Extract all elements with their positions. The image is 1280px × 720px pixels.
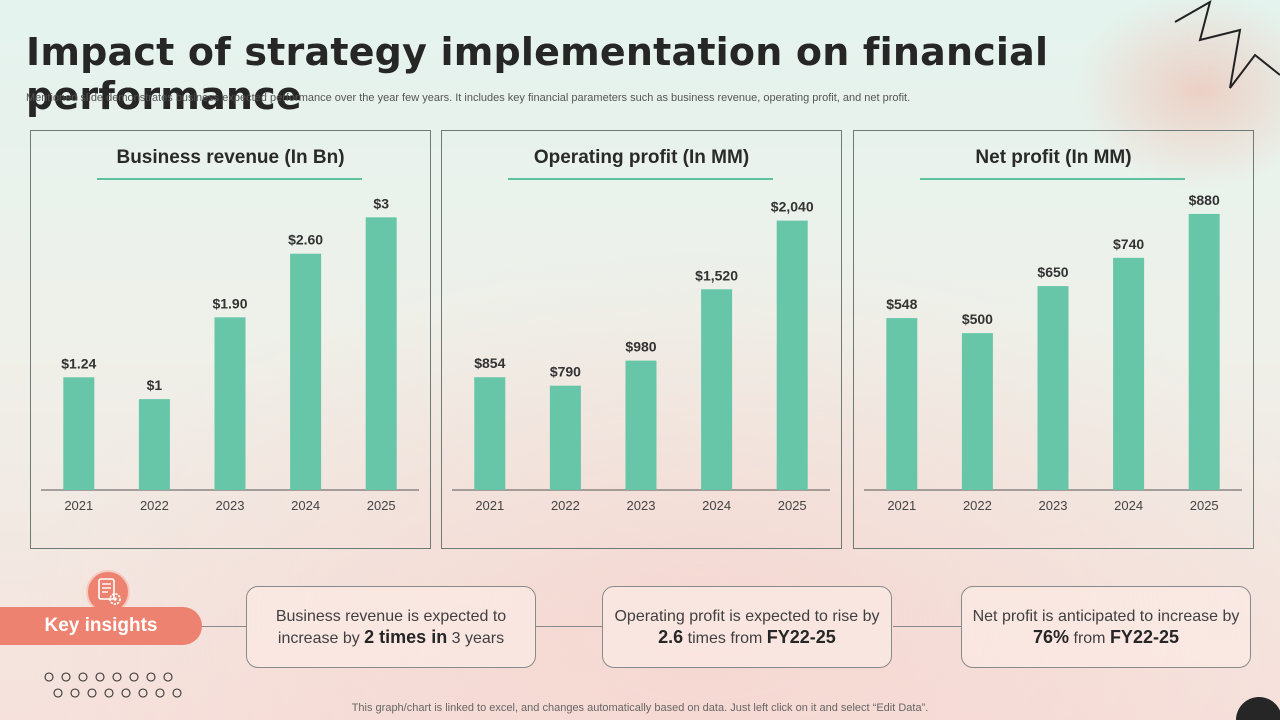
data-label: $3 <box>373 195 389 211</box>
net-profit-chart: $548 2021 $500 2022 $650 2023 $740 2024 $880 2025 <box>864 192 1242 513</box>
chart-title: Net profit (In MM) <box>975 147 1132 168</box>
bar-2023 <box>1037 286 1069 490</box>
x-tick-label: 2024 <box>291 498 320 513</box>
x-tick-label: 2022 <box>963 498 992 513</box>
x-tick-label: 2025 <box>1190 498 1219 513</box>
data-label: $740 <box>1113 236 1144 252</box>
data-label: $854 <box>474 355 505 371</box>
page-title: Impact of strategy implementation on fin… <box>26 30 1049 118</box>
connector-line <box>202 626 246 627</box>
chart-title: Business revenue (In Bn) <box>116 147 345 168</box>
x-tick-label: 2023 <box>216 498 245 513</box>
x-tick-label: 2024 <box>1114 498 1143 513</box>
title-underline <box>920 178 1185 180</box>
bar-2024 <box>290 253 322 490</box>
title-underline <box>97 178 362 180</box>
page-subtitle: Mentioned slide demonstrates business ex… <box>26 92 911 104</box>
x-tick-label: 2022 <box>551 498 580 513</box>
key-insights-label: Key insights <box>0 607 202 645</box>
data-label: $790 <box>550 364 581 380</box>
net-profit-chart-panel: Net profit (In MM) $548 2021 $500 2022 $650 2… <box>853 130 1254 549</box>
bar-2021 <box>886 318 918 490</box>
chart-title: Operating profit (In MM) <box>533 147 750 168</box>
bar-2023 <box>625 360 657 490</box>
x-tick-label: 2021 <box>887 498 916 513</box>
data-label: $2,040 <box>771 199 814 215</box>
x-tick-label: 2023 <box>1039 498 1068 513</box>
data-label: $548 <box>886 296 917 312</box>
bar-2022 <box>138 399 170 490</box>
x-tick-label: 2024 <box>702 498 731 513</box>
title-underline <box>508 178 773 180</box>
bar-2025 <box>1188 213 1220 490</box>
bar-2021 <box>63 377 95 490</box>
footer-note: This graph/chart is linked to excel, and… <box>351 702 929 714</box>
corner-circle-decoration <box>1236 697 1280 720</box>
bar-2022 <box>549 385 581 490</box>
insight-revenue: Business revenue is expected to increase… <box>246 586 536 668</box>
revenue-chart-panel: Business revenue (In Bn) $1.24 2021 $1 2022… <box>30 130 431 549</box>
bar-2021 <box>474 377 506 490</box>
x-tick-label: 2023 <box>627 498 656 513</box>
data-label: $500 <box>962 311 993 327</box>
bar-2022 <box>961 333 993 490</box>
bar-2025 <box>365 217 397 490</box>
x-tick-label: 2025 <box>367 498 396 513</box>
operating-profit-chart: $854 2021 $790 2022 $980 2023 $1,520 2024 $2,040… <box>452 199 830 513</box>
x-tick-label: 2021 <box>64 498 93 513</box>
insight-operating-profit: Operating profit is expected to rise by … <box>602 586 892 668</box>
revenue-chart: $1.24 2021 $1 2022 $1.90 2023 $2.60 2024 $3 2025 <box>41 195 419 513</box>
data-label: $1,520 <box>695 267 738 283</box>
x-tick-label: 2025 <box>778 498 807 513</box>
data-label: $880 <box>1189 192 1220 208</box>
data-label: $980 <box>625 339 656 355</box>
data-label: $650 <box>1037 264 1068 280</box>
connector-line <box>893 626 961 627</box>
bar-2023 <box>214 317 246 490</box>
x-tick-label: 2022 <box>140 498 169 513</box>
bar-2025 <box>776 220 808 490</box>
bar-2024 <box>701 289 733 490</box>
x-tick-label: 2021 <box>475 498 504 513</box>
operating-profit-chart-panel: Operating profit (In MM) $854 2021 $790 202… <box>441 130 842 549</box>
connector-line <box>536 626 602 627</box>
bar-2024 <box>1113 257 1145 490</box>
data-label: $2.60 <box>288 232 323 248</box>
data-label: $1.90 <box>212 295 247 311</box>
insight-net-profit: Net profit is anticipated to increase by… <box>961 586 1251 668</box>
dot-pattern-decoration <box>44 672 182 698</box>
data-label: $1.24 <box>61 355 96 371</box>
data-label: $1 <box>147 377 163 393</box>
zigzag-decoration <box>1174 0 1280 89</box>
